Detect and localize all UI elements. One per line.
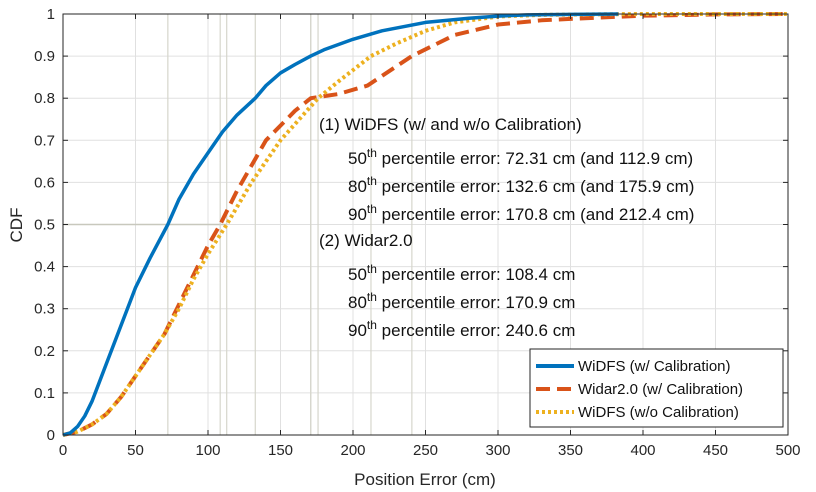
reference-lines [63,14,413,435]
x-tick-label: 400 [630,442,655,459]
legend-label: WiDFS (w/o Calibration) [578,404,739,421]
x-axis-label: Position Error (cm) [354,470,496,489]
tick-layer: 0 50 100 150 200 250 300 350 400 450 500 0 0.1 0.2 0.3… [34,6,800,459]
y-tick-label: 0.5 [34,217,55,234]
legend-label: WiDFS (w/ Calibration) [578,358,731,375]
x-tick-label: 100 [195,442,220,459]
x-tick-label: 150 [268,442,293,459]
series-line-1 [62,12,789,437]
series-layer [62,12,789,437]
y-tick-label: 0.2 [34,343,55,360]
annotation-line: 50th percentile error: 108.4 cm [348,262,575,284]
x-tick-label: 350 [558,442,583,459]
y-tick-label: 0.9 [34,48,55,65]
annotation-group1-lines: 50th percentile error: 72.31 cm (and 112… [348,146,694,224]
annotation-line: 90th percentile error: 240.6 cm [348,318,575,340]
x-tick-label: 300 [485,442,510,459]
y-tick-label: 0.7 [34,132,55,149]
legend-entries: WiDFS (w/ Calibration) Widar2.0 (w/ Calib… [536,358,743,421]
annotation-line: 80th percentile error: 170.9 cm [348,290,575,312]
annotation-group2-title: (2) Widar2.0 [319,231,413,250]
x-tick-label: 0 [59,442,67,459]
annotation-line: 90th percentile error: 170.8 cm (and 212… [348,202,694,224]
legend-label: Widar2.0 (w/ Calibration) [578,381,743,398]
y-tick-label: 0.4 [34,259,55,276]
series-line-0 [62,12,619,437]
y-tick-label: 1 [47,6,55,23]
annotation-line: 80th percentile error: 132.6 cm (and 175… [348,174,694,196]
annotation-group1-title: (1) WiDFS (w/ and w/o Calibration) [319,115,582,134]
annotation-line: 50th percentile error: 72.31 cm (and 112… [348,146,693,168]
annotation-group2-lines: 50th percentile error: 108.4 cm 80th perc… [348,262,575,340]
y-axis-label: CDF [7,208,26,243]
y-tick-label: 0.3 [34,301,55,318]
y-tick-label: 0.8 [34,90,55,107]
legend: WiDFS (w/ Calibration) Widar2.0 (w/ Calib… [529,348,784,428]
x-tick-label: 50 [127,442,144,459]
x-tick-label: 500 [775,442,800,459]
y-tick-label: 0.1 [34,385,55,402]
x-tick-label: 450 [703,442,728,459]
annotation-block: (1) WiDFS (w/ and w/o Calibration) 50th … [319,115,694,340]
x-tick-label: 200 [340,442,365,459]
x-tick-label: 250 [413,442,438,459]
y-tick-label: 0.6 [34,174,55,191]
y-tick-label: 0 [47,427,55,444]
